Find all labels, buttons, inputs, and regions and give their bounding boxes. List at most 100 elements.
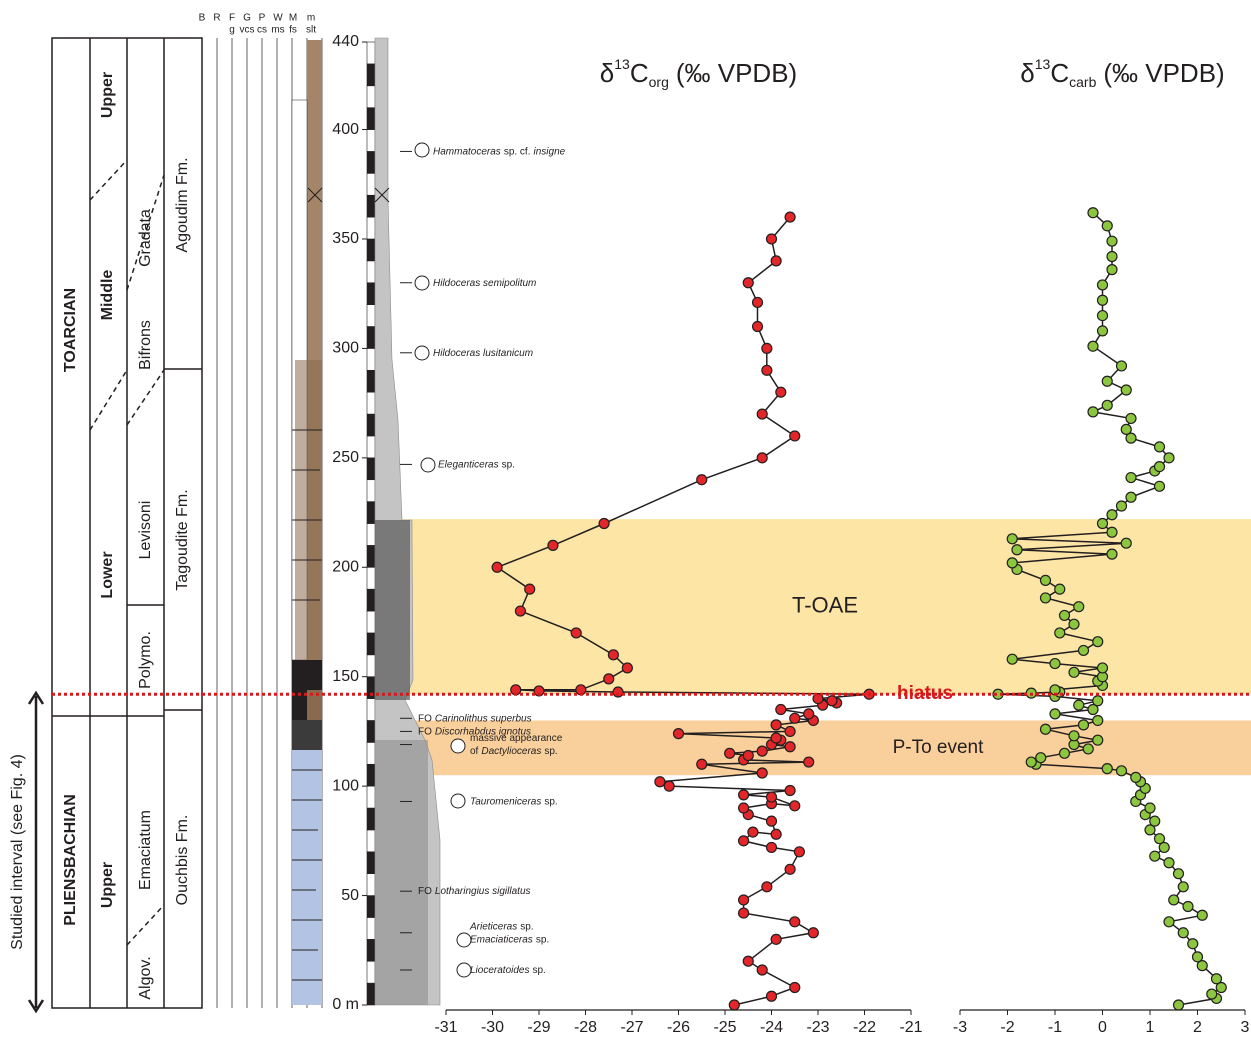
- annotation-part: sp.: [536, 934, 549, 945]
- data-point: [1058, 609, 1071, 622]
- scale-bar-segment: [366, 173, 376, 196]
- annotation-part: sp.: [532, 965, 545, 976]
- annotation: Tauromeniceras sp.: [470, 796, 558, 807]
- grain-size-label: B: [199, 13, 206, 24]
- data-point: [1101, 399, 1113, 411]
- y-tick-label: 150: [332, 668, 359, 685]
- data-point: [1158, 841, 1170, 854]
- strat-label: Polymo.: [137, 631, 154, 689]
- scale-bar-segment: [366, 566, 376, 590]
- data-point: [1068, 618, 1080, 630]
- strat-label: Levisoni: [137, 501, 154, 560]
- data-point: [696, 474, 708, 486]
- scale-bar-segment: [366, 391, 376, 415]
- data-point: [1035, 752, 1047, 764]
- x-tick-label: -24: [760, 1019, 783, 1036]
- data-point: [784, 725, 796, 738]
- data-point: [1196, 960, 1208, 972]
- scale-bar-segment: [366, 523, 376, 546]
- annotation-part: Hildoceras lusitanicum: [433, 347, 533, 358]
- ammonite-icon: [450, 793, 466, 809]
- weathering-profile-dark: [375, 520, 410, 700]
- y-tick-label: 0 m: [332, 996, 359, 1013]
- data-point: [1096, 309, 1109, 322]
- data-point: [803, 756, 815, 768]
- data-point: [747, 826, 759, 838]
- data-point: [1191, 951, 1204, 963]
- data-point: [765, 990, 778, 1002]
- data-point: [621, 662, 633, 674]
- strat-label: Tagoudite Fm.: [174, 489, 191, 590]
- annotation-part: Discorhabdus ignotus: [435, 726, 531, 737]
- data-point: [761, 364, 773, 376]
- data-point: [1172, 868, 1185, 880]
- annotation-part: Hildoceras semipolitum: [433, 277, 536, 288]
- grain-size-label: slt: [306, 25, 316, 36]
- x-tick-label: -3: [953, 1019, 967, 1036]
- x-tick-label: 1: [1146, 1019, 1155, 1036]
- y-tick-label: 350: [332, 230, 359, 247]
- scale-bar-segment: [366, 873, 376, 896]
- data-point: [570, 627, 582, 639]
- scale-bar-segment: [366, 632, 376, 656]
- data-point: [654, 776, 666, 788]
- strat-label: TOARCIAN: [62, 288, 79, 372]
- ammonite-icon: [414, 275, 430, 291]
- annotation: FO Lotharingius sigillatus: [418, 886, 531, 897]
- data-point: [607, 649, 620, 661]
- data-point: [765, 841, 778, 854]
- data-point: [1092, 714, 1104, 727]
- data-point: [1106, 250, 1118, 263]
- data-point: [789, 916, 801, 928]
- data-point: [1106, 509, 1118, 521]
- scale-bar-segment: [366, 216, 376, 240]
- annotation-part: sp.: [544, 746, 557, 757]
- scale-bar-segment: [366, 939, 376, 962]
- data-point: [1153, 833, 1166, 845]
- data-point: [612, 686, 624, 698]
- grain-size-label: M: [289, 13, 297, 24]
- scale-bar-segment: [366, 851, 376, 874]
- annotation-part: FO: [418, 886, 432, 897]
- data-point: [1163, 857, 1175, 869]
- data-point: [775, 703, 787, 716]
- data-point: [1177, 927, 1189, 939]
- scale-bar-segment: [366, 348, 376, 371]
- grain-size-label: cs: [257, 25, 267, 36]
- annotation: massive appearance: [470, 733, 563, 744]
- data-point: [751, 296, 764, 309]
- x-tick-label: -1: [1048, 1019, 1062, 1036]
- data-point: [756, 767, 768, 779]
- bedding: [292, 429, 322, 981]
- studied-interval-arrow: [27, 690, 45, 1014]
- title-element: C: [630, 58, 649, 88]
- strat-frame: [51, 37, 203, 1009]
- data-point: [826, 695, 838, 707]
- data-point: [1101, 375, 1113, 387]
- data-point: [1215, 981, 1227, 994]
- chart-title: δ13Corg (‰ VPDB): [600, 56, 797, 90]
- annotation-part: massive appearance: [470, 733, 563, 744]
- data-point: [1106, 235, 1118, 247]
- data-point: [784, 211, 796, 223]
- data-point: [789, 430, 801, 442]
- strat-label: Lower: [99, 551, 116, 598]
- data-point: [737, 835, 750, 847]
- scale-bar-segment: [366, 479, 376, 502]
- data-point: [696, 758, 708, 770]
- scale-bar-segment: [366, 960, 376, 984]
- data-point: [756, 452, 768, 464]
- data-point: [751, 320, 764, 333]
- scale-bar-segment: [366, 369, 376, 393]
- scale-bar-segment: [366, 698, 376, 721]
- data-point: [524, 583, 536, 595]
- ammonite-icon: [450, 738, 466, 754]
- data-point: [1049, 657, 1061, 670]
- scale-bar-segment: [366, 545, 376, 568]
- data-point: [761, 342, 773, 355]
- scale-bar-segment: [366, 326, 376, 349]
- data-point: [1011, 544, 1023, 556]
- hiatus-label: hiatus: [897, 683, 953, 704]
- data-point: [1120, 537, 1132, 549]
